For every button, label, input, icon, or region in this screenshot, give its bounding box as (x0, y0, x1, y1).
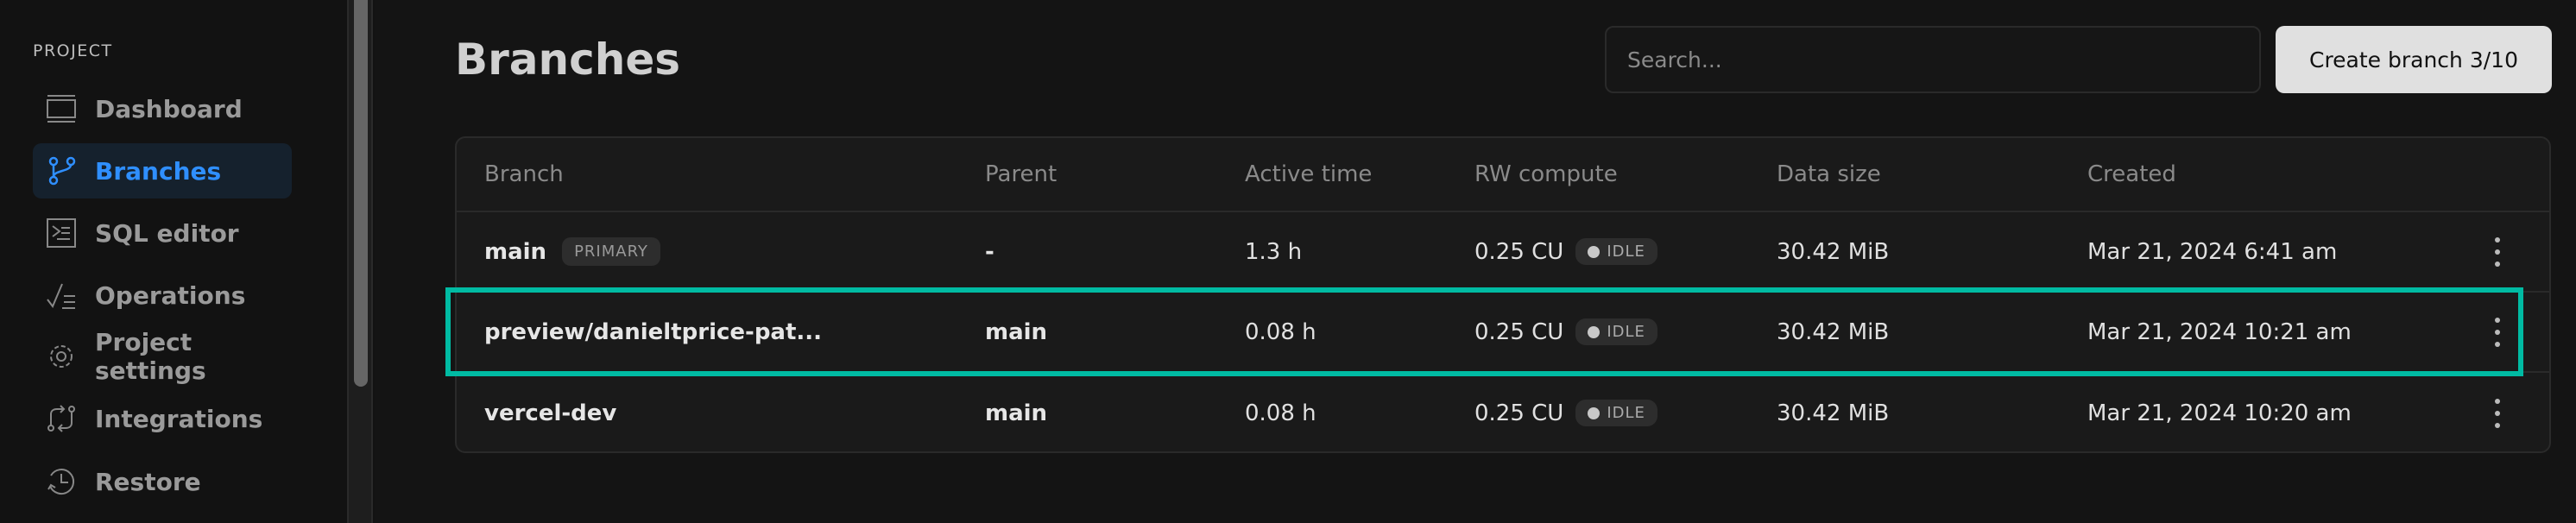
status-text: IDLE (1607, 243, 1645, 261)
sidebar: PROJECT Dashboard Branches SQL editor Op… (0, 0, 347, 523)
status-badge: IDLE (1575, 318, 1657, 345)
status-badge: IDLE (1575, 238, 1657, 265)
primary-badge: PRIMARY (562, 237, 660, 266)
sidebar-item-restore[interactable]: Restore (33, 454, 292, 509)
more-options-icon[interactable] (2489, 398, 2506, 428)
integrations-icon (47, 405, 75, 432)
status-text: IDLE (1607, 404, 1645, 422)
table-row[interactable]: preview/danieltprice-pat... main 0.08 h … (457, 293, 2549, 373)
table-header: Branch Parent Active time RW compute Dat… (457, 138, 2549, 212)
status-text: IDLE (1607, 323, 1645, 341)
active-time: 0.08 h (1245, 318, 1316, 345)
terminal-icon (47, 218, 76, 248)
status-dot-icon (1588, 245, 1601, 258)
sidebar-item-project-settings[interactable]: Project settings (33, 328, 292, 385)
restore-icon (47, 469, 75, 495)
sidebar-item-label: Dashboard (95, 94, 243, 123)
page-title: Branches (455, 35, 681, 85)
active-time: 1.3 h (1245, 238, 1303, 265)
column-header: Data size (1777, 161, 1881, 187)
sidebar-item-sql-editor[interactable]: SQL editor (33, 205, 292, 261)
created: Mar 21, 2024 10:20 am (2087, 400, 2352, 426)
compute: 0.25 CU (1474, 238, 1564, 265)
sidebar-item-operations[interactable]: Operations (33, 268, 292, 323)
parent: main (985, 400, 1048, 426)
branches-table: Branch Parent Active time RW compute Dat… (455, 136, 2551, 453)
status-dot-icon (1588, 406, 1601, 419)
data-size: 30.42 MiB (1777, 318, 1890, 345)
column-header: Created (2087, 161, 2176, 187)
sidebar-item-label: Integrations (95, 404, 263, 433)
data-size: 30.42 MiB (1777, 400, 1890, 426)
parent: main (985, 318, 1048, 345)
created: Mar 21, 2024 10:21 am (2087, 318, 2352, 345)
sidebar-item-label: Restore (95, 467, 201, 496)
operations-icon (47, 283, 75, 309)
table-row[interactable]: vercel-dev main 0.08 h 0.25 CU IDLE 30.42… (457, 373, 2549, 451)
branch-name[interactable]: main (484, 238, 547, 265)
active-time: 0.08 h (1245, 400, 1316, 426)
gear-icon (50, 345, 73, 368)
column-header: Active time (1245, 161, 1373, 187)
more-options-icon[interactable] (2489, 236, 2506, 267)
sidebar-item-dashboard[interactable]: Dashboard (33, 81, 292, 136)
parent: - (985, 238, 994, 265)
branch-name[interactable]: vercel-dev (484, 400, 617, 426)
table-row[interactable]: main PRIMARY - 1.3 h 0.25 CU IDLE 30.42 Mi… (457, 212, 2549, 293)
compute: 0.25 CU (1474, 400, 1564, 426)
branch-icon (48, 156, 76, 186)
search-input[interactable] (1605, 26, 2261, 93)
sidebar-item-integrations[interactable]: Integrations (33, 391, 292, 446)
sidebar-item-label: Branches (95, 156, 222, 186)
column-header: Parent (985, 161, 1058, 187)
more-options-icon[interactable] (2489, 317, 2506, 347)
created: Mar 21, 2024 6:41 am (2087, 238, 2338, 265)
column-header: RW compute (1474, 161, 1618, 187)
sidebar-item-branches[interactable]: Branches (33, 143, 292, 198)
sidebar-item-label: SQL editor (95, 218, 239, 248)
scrollbar-thumb[interactable] (354, 0, 368, 387)
data-size: 30.42 MiB (1777, 238, 1890, 265)
section-label: PROJECT (33, 41, 113, 60)
branch-name[interactable]: preview/danieltprice-pat... (484, 318, 823, 345)
main-content: Branches Create branch 3/10 Branch Paren… (375, 0, 2576, 523)
status-dot-icon (1588, 325, 1601, 338)
create-branch-button[interactable]: Create branch 3/10 (2276, 26, 2552, 93)
status-badge: IDLE (1575, 400, 1657, 426)
sidebar-item-label: Operations (95, 280, 246, 310)
column-header: Branch (484, 161, 564, 187)
sidebar-item-label: Project settings (95, 328, 206, 385)
dashboard-icon (47, 95, 76, 123)
compute: 0.25 CU (1474, 318, 1564, 345)
